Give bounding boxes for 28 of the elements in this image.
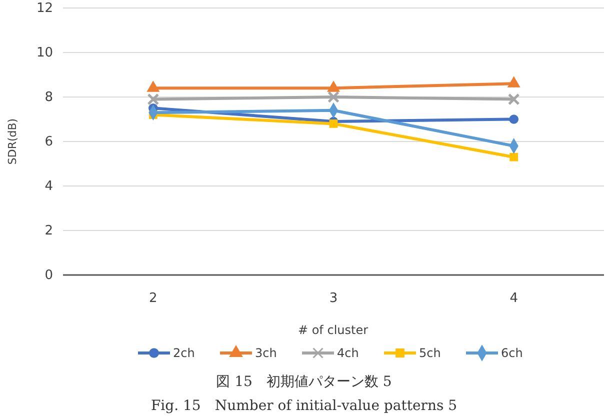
point [510, 152, 518, 162]
point [327, 81, 340, 92]
legend-label: 6ch [501, 346, 523, 360]
legend-label: 2ch [173, 346, 195, 360]
y-tick-label: 4 [44, 179, 53, 194]
y-tick-label: 6 [44, 134, 53, 150]
point [509, 114, 519, 124]
point [508, 93, 520, 106]
y-tick-label: 8 [44, 90, 53, 106]
y-tick-label: 12 [36, 1, 53, 16]
legend-label: 3ch [255, 346, 277, 360]
caption: Fig. 15 Number of initial-value patterns 5 [150, 398, 458, 414]
legend-label: 4ch [337, 346, 359, 360]
y-tick-label: 2 [44, 224, 53, 239]
caption: 図 15 初期値パターン数 5 [216, 374, 392, 390]
x-tick-label: 4 [510, 291, 518, 306]
point [147, 93, 160, 106]
y-tick-label: 10 [36, 46, 53, 61]
y-tick-label: 0 [44, 268, 53, 284]
point [329, 119, 338, 128]
y-axis-title: SDR(dB) [6, 118, 19, 165]
point [328, 91, 340, 103]
point [147, 81, 160, 92]
x-tick-label: 2 [149, 291, 158, 306]
point [508, 76, 520, 88]
legend-label: 5ch [419, 346, 441, 360]
x-axis-title: # of cluster [298, 323, 368, 337]
x-tick-label: 3 [329, 291, 338, 306]
